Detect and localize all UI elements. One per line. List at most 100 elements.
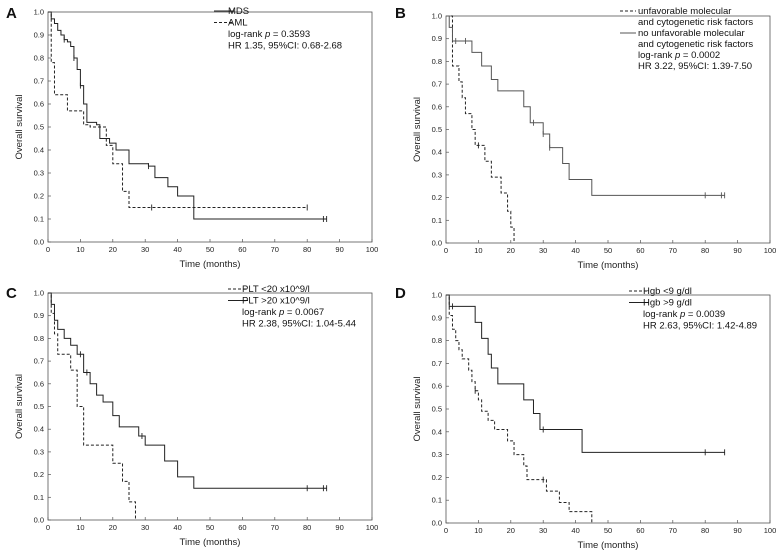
stat-annotation: log-rank p = 0.3593 — [228, 29, 310, 40]
x-tick-label: 90 — [733, 246, 741, 255]
x-tick-label: 80 — [303, 523, 311, 532]
y-tick-label: 0.0 — [432, 239, 442, 248]
x-tick-label: 80 — [701, 246, 709, 255]
x-tick-label: 10 — [76, 523, 84, 532]
y-axis-title: Overall survival — [412, 377, 423, 442]
y-tick-label: 0.9 — [34, 31, 44, 40]
survival-curve-solid — [446, 294, 725, 453]
survival-curve-solid — [48, 292, 327, 489]
y-tick-label: 0.3 — [34, 447, 44, 456]
y-tick-label: 0.5 — [432, 125, 442, 134]
x-tick-label: 70 — [669, 526, 677, 535]
survival-curve-dashed — [446, 294, 593, 523]
x-tick-label: 0 — [46, 523, 50, 532]
x-tick-label: 40 — [173, 523, 181, 532]
y-tick-label: 0.4 — [432, 148, 442, 157]
stat-annotation: log-rank p = 0.0067 — [242, 307, 324, 318]
y-tick-label: 0.7 — [432, 359, 442, 368]
y-tick-label: 0.7 — [34, 77, 44, 86]
legend-entry: no unfavorable molecular — [638, 28, 745, 39]
y-tick-label: 0.9 — [432, 313, 442, 322]
x-tick-label: 90 — [335, 523, 343, 532]
x-tick-label: 10 — [76, 245, 84, 254]
x-tick-label: 60 — [636, 526, 644, 535]
legend-entry: MDS — [228, 6, 249, 17]
y-tick-label: 0.6 — [432, 102, 442, 111]
x-axis-title: Time (months) — [578, 260, 639, 271]
x-tick-label: 60 — [636, 246, 644, 255]
x-tick-label: 40 — [571, 246, 579, 255]
x-tick-label: 100 — [764, 246, 777, 255]
x-tick-label: 50 — [206, 245, 214, 254]
x-tick-label: 60 — [238, 523, 246, 532]
x-tick-label: 90 — [733, 526, 741, 535]
y-tick-label: 0.6 — [432, 382, 442, 391]
x-tick-label: 100 — [366, 523, 379, 532]
y-tick-label: 0.1 — [34, 215, 44, 224]
x-tick-label: 20 — [507, 246, 515, 255]
y-tick-label: 0.9 — [34, 311, 44, 320]
y-tick-label: 0.4 — [34, 146, 44, 155]
y-tick-label: 0.8 — [432, 336, 442, 345]
x-tick-label: 10 — [474, 526, 482, 535]
x-tick-label: 50 — [604, 246, 612, 255]
y-tick-label: 0.1 — [432, 216, 442, 225]
legend-entry: and cytogenetic risk factors — [638, 39, 753, 50]
y-tick-label: 0.7 — [34, 357, 44, 366]
x-axis-title: Time (months) — [180, 259, 241, 270]
survival-curve-dashed — [48, 11, 308, 208]
x-tick-label: 50 — [604, 526, 612, 535]
x-tick-label: 0 — [444, 526, 448, 535]
km-panel-d: D 0 10 20 30 40 50 60 70 80 90 100 0.0 0.1 0.2 0.3 0.4 0.… — [395, 285, 777, 551]
y-tick-label: 0.7 — [432, 80, 442, 89]
x-tick-label: 80 — [303, 245, 311, 254]
y-axis-title: Overall survival — [412, 97, 423, 162]
x-tick-label: 80 — [701, 526, 709, 535]
y-tick-label: 0.2 — [34, 470, 44, 479]
y-tick-label: 1.0 — [34, 289, 44, 298]
x-tick-label: 100 — [764, 526, 777, 535]
survival-curve-solid — [446, 15, 725, 196]
y-tick-label: 0.6 — [34, 100, 44, 109]
y-tick-label: 0.8 — [34, 54, 44, 63]
y-tick-label: 0.4 — [34, 425, 44, 434]
x-tick-label: 30 — [539, 246, 547, 255]
y-tick-label: 0.2 — [432, 193, 442, 202]
stat-annotation: HR 2.63, 95%CI: 1.42-4.89 — [643, 321, 757, 332]
x-tick-label: 20 — [109, 245, 117, 254]
legend-entry: Hgb <9 g/dl — [643, 286, 692, 297]
y-tick-label: 0.3 — [432, 450, 442, 459]
y-tick-label: 0.5 — [432, 405, 442, 414]
y-tick-label: 0.3 — [432, 170, 442, 179]
y-tick-label: 0.1 — [34, 493, 44, 502]
y-tick-label: 0.8 — [34, 334, 44, 343]
legend-entry: unfavorable molecular — [638, 6, 731, 17]
x-tick-label: 90 — [335, 245, 343, 254]
y-tick-label: 1.0 — [34, 8, 44, 17]
y-axis-title: Overall survival — [14, 374, 25, 439]
x-tick-label: 70 — [271, 523, 279, 532]
stat-annotation: log-rank p = 0.0039 — [643, 309, 725, 320]
legend-entry: PLT <20 x10^9/l — [242, 284, 310, 295]
x-tick-label: 0 — [444, 246, 448, 255]
panel-letter: A — [6, 5, 17, 22]
panel-letter: C — [6, 285, 17, 302]
legend-entry: and cytogenetic risk factors — [638, 17, 753, 28]
stat-annotation: log-rank p = 0.0002 — [638, 50, 720, 61]
y-tick-label: 0.9 — [432, 34, 442, 43]
y-tick-label: 0.8 — [432, 57, 442, 66]
stat-annotation: HR 2.38, 95%CI: 1.04-5.44 — [242, 319, 356, 330]
y-tick-label: 0.5 — [34, 402, 44, 411]
survival-curve-dashed — [446, 15, 515, 243]
stat-annotation: HR 3.22, 95%CI: 1.39-7.50 — [638, 61, 752, 72]
y-tick-label: 0.2 — [432, 473, 442, 482]
y-tick-label: 0.0 — [432, 519, 442, 528]
x-tick-label: 20 — [507, 526, 515, 535]
legend-entry: Hgb >9 g/dl — [643, 298, 692, 309]
legend-entry: AML — [228, 18, 248, 29]
km-panel-a: A 0 10 20 30 40 50 60 70 80 90 100 0.0 0.1 0.2 0.3 0.4 0.… — [6, 5, 379, 270]
plot-frame — [445, 15, 771, 244]
x-tick-label: 100 — [366, 245, 379, 254]
